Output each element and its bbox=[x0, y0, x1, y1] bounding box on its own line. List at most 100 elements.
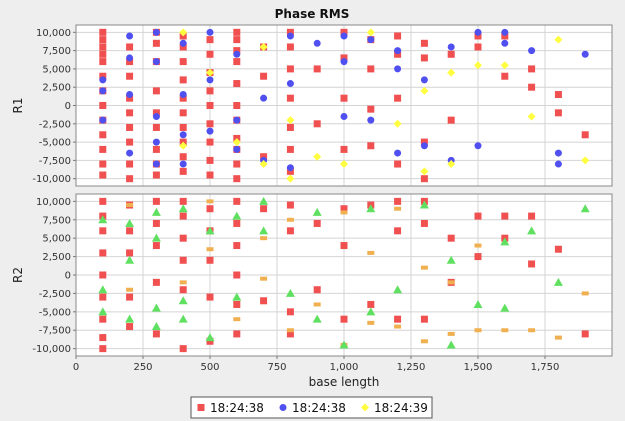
data-point bbox=[554, 35, 563, 44]
data-point bbox=[393, 119, 402, 128]
data-point bbox=[98, 285, 108, 294]
data-point bbox=[286, 330, 294, 338]
y-tick-label: -7,500 bbox=[39, 156, 71, 167]
data-point bbox=[233, 145, 241, 153]
data-point bbox=[366, 204, 376, 213]
data-point bbox=[126, 175, 134, 183]
data-point bbox=[259, 42, 268, 51]
data-point bbox=[366, 28, 375, 37]
data-point bbox=[367, 36, 375, 44]
data-point bbox=[206, 76, 214, 84]
data-point bbox=[233, 36, 241, 44]
data-point bbox=[447, 50, 455, 58]
data-point bbox=[394, 149, 402, 157]
data-point bbox=[313, 65, 321, 73]
data-point bbox=[312, 207, 322, 216]
data-point bbox=[233, 197, 241, 205]
data-point bbox=[501, 32, 509, 40]
data-point bbox=[394, 206, 402, 211]
data-point bbox=[233, 160, 241, 168]
data-point bbox=[447, 280, 455, 285]
data-point bbox=[206, 199, 214, 204]
data-point bbox=[420, 142, 428, 150]
data-point bbox=[554, 149, 562, 157]
data-point bbox=[447, 68, 456, 77]
data-point bbox=[206, 205, 214, 213]
data-point bbox=[152, 160, 160, 168]
x-axis-label: base length bbox=[309, 375, 380, 389]
data-point bbox=[126, 203, 134, 208]
data-point bbox=[447, 43, 455, 51]
data-point bbox=[179, 234, 187, 242]
x-tick-label: 0 bbox=[73, 362, 79, 373]
data-point bbox=[179, 58, 187, 66]
data-point bbox=[178, 296, 188, 305]
data-point bbox=[474, 43, 482, 51]
data-point bbox=[447, 116, 455, 124]
data-point bbox=[501, 72, 509, 80]
data-point bbox=[313, 152, 322, 161]
data-point bbox=[152, 123, 160, 131]
y-tick-label: -2,500 bbox=[39, 289, 71, 300]
data-point bbox=[99, 50, 107, 58]
panel-r1: -10,000 -7,500 -5,000 -2,500 0 2,500 5,000 7,50… bbox=[11, 24, 613, 187]
data-point bbox=[99, 171, 107, 179]
data-point bbox=[260, 276, 268, 281]
data-point bbox=[233, 116, 241, 124]
data-point bbox=[286, 145, 294, 153]
data-point bbox=[394, 227, 402, 235]
data-point bbox=[286, 94, 294, 102]
data-point bbox=[554, 91, 562, 99]
data-point bbox=[152, 171, 160, 179]
data-point bbox=[420, 86, 429, 95]
data-point bbox=[527, 226, 537, 235]
data-point bbox=[206, 87, 214, 95]
data-point bbox=[206, 337, 214, 345]
series-2 bbox=[99, 28, 589, 172]
data-point bbox=[206, 256, 214, 264]
data-point bbox=[126, 54, 134, 62]
data-point bbox=[286, 227, 294, 235]
data-point bbox=[446, 340, 456, 349]
data-point bbox=[286, 308, 294, 316]
data-point bbox=[420, 315, 428, 323]
data-point bbox=[126, 323, 134, 331]
data-point bbox=[99, 43, 107, 51]
data-point bbox=[340, 242, 348, 250]
data-point bbox=[286, 201, 294, 209]
data-point bbox=[232, 292, 242, 301]
data-point bbox=[394, 94, 402, 102]
data-point bbox=[233, 300, 241, 308]
data-point bbox=[179, 160, 187, 168]
data-point bbox=[126, 43, 134, 51]
data-point bbox=[340, 145, 348, 153]
data-point bbox=[528, 212, 536, 220]
y-tick-label: -7,500 bbox=[39, 326, 71, 337]
data-point bbox=[394, 47, 402, 55]
legend-item-3: 18:24:39 bbox=[361, 401, 428, 415]
data-point bbox=[99, 145, 107, 153]
data-point bbox=[99, 315, 107, 323]
y-tick-label: 7,500 bbox=[42, 215, 71, 226]
data-point bbox=[152, 58, 160, 66]
data-point bbox=[152, 39, 160, 47]
data-point bbox=[501, 39, 509, 47]
data-point bbox=[260, 94, 268, 102]
legend-label: 18:24:38 bbox=[292, 401, 346, 415]
data-point bbox=[394, 32, 402, 40]
data-point bbox=[206, 293, 214, 301]
x-tick-label: 250 bbox=[133, 362, 152, 373]
data-point bbox=[179, 167, 187, 175]
data-point bbox=[232, 211, 242, 220]
data-point bbox=[367, 116, 375, 124]
data-point bbox=[313, 120, 321, 128]
data-point bbox=[259, 160, 268, 169]
data-point bbox=[206, 171, 214, 179]
data-point bbox=[99, 197, 107, 205]
data-point bbox=[152, 28, 160, 36]
y-tick-label: 7,500 bbox=[42, 46, 71, 57]
data-point bbox=[126, 227, 134, 235]
data-point bbox=[420, 265, 428, 270]
data-point bbox=[474, 253, 482, 261]
data-point bbox=[99, 87, 107, 95]
